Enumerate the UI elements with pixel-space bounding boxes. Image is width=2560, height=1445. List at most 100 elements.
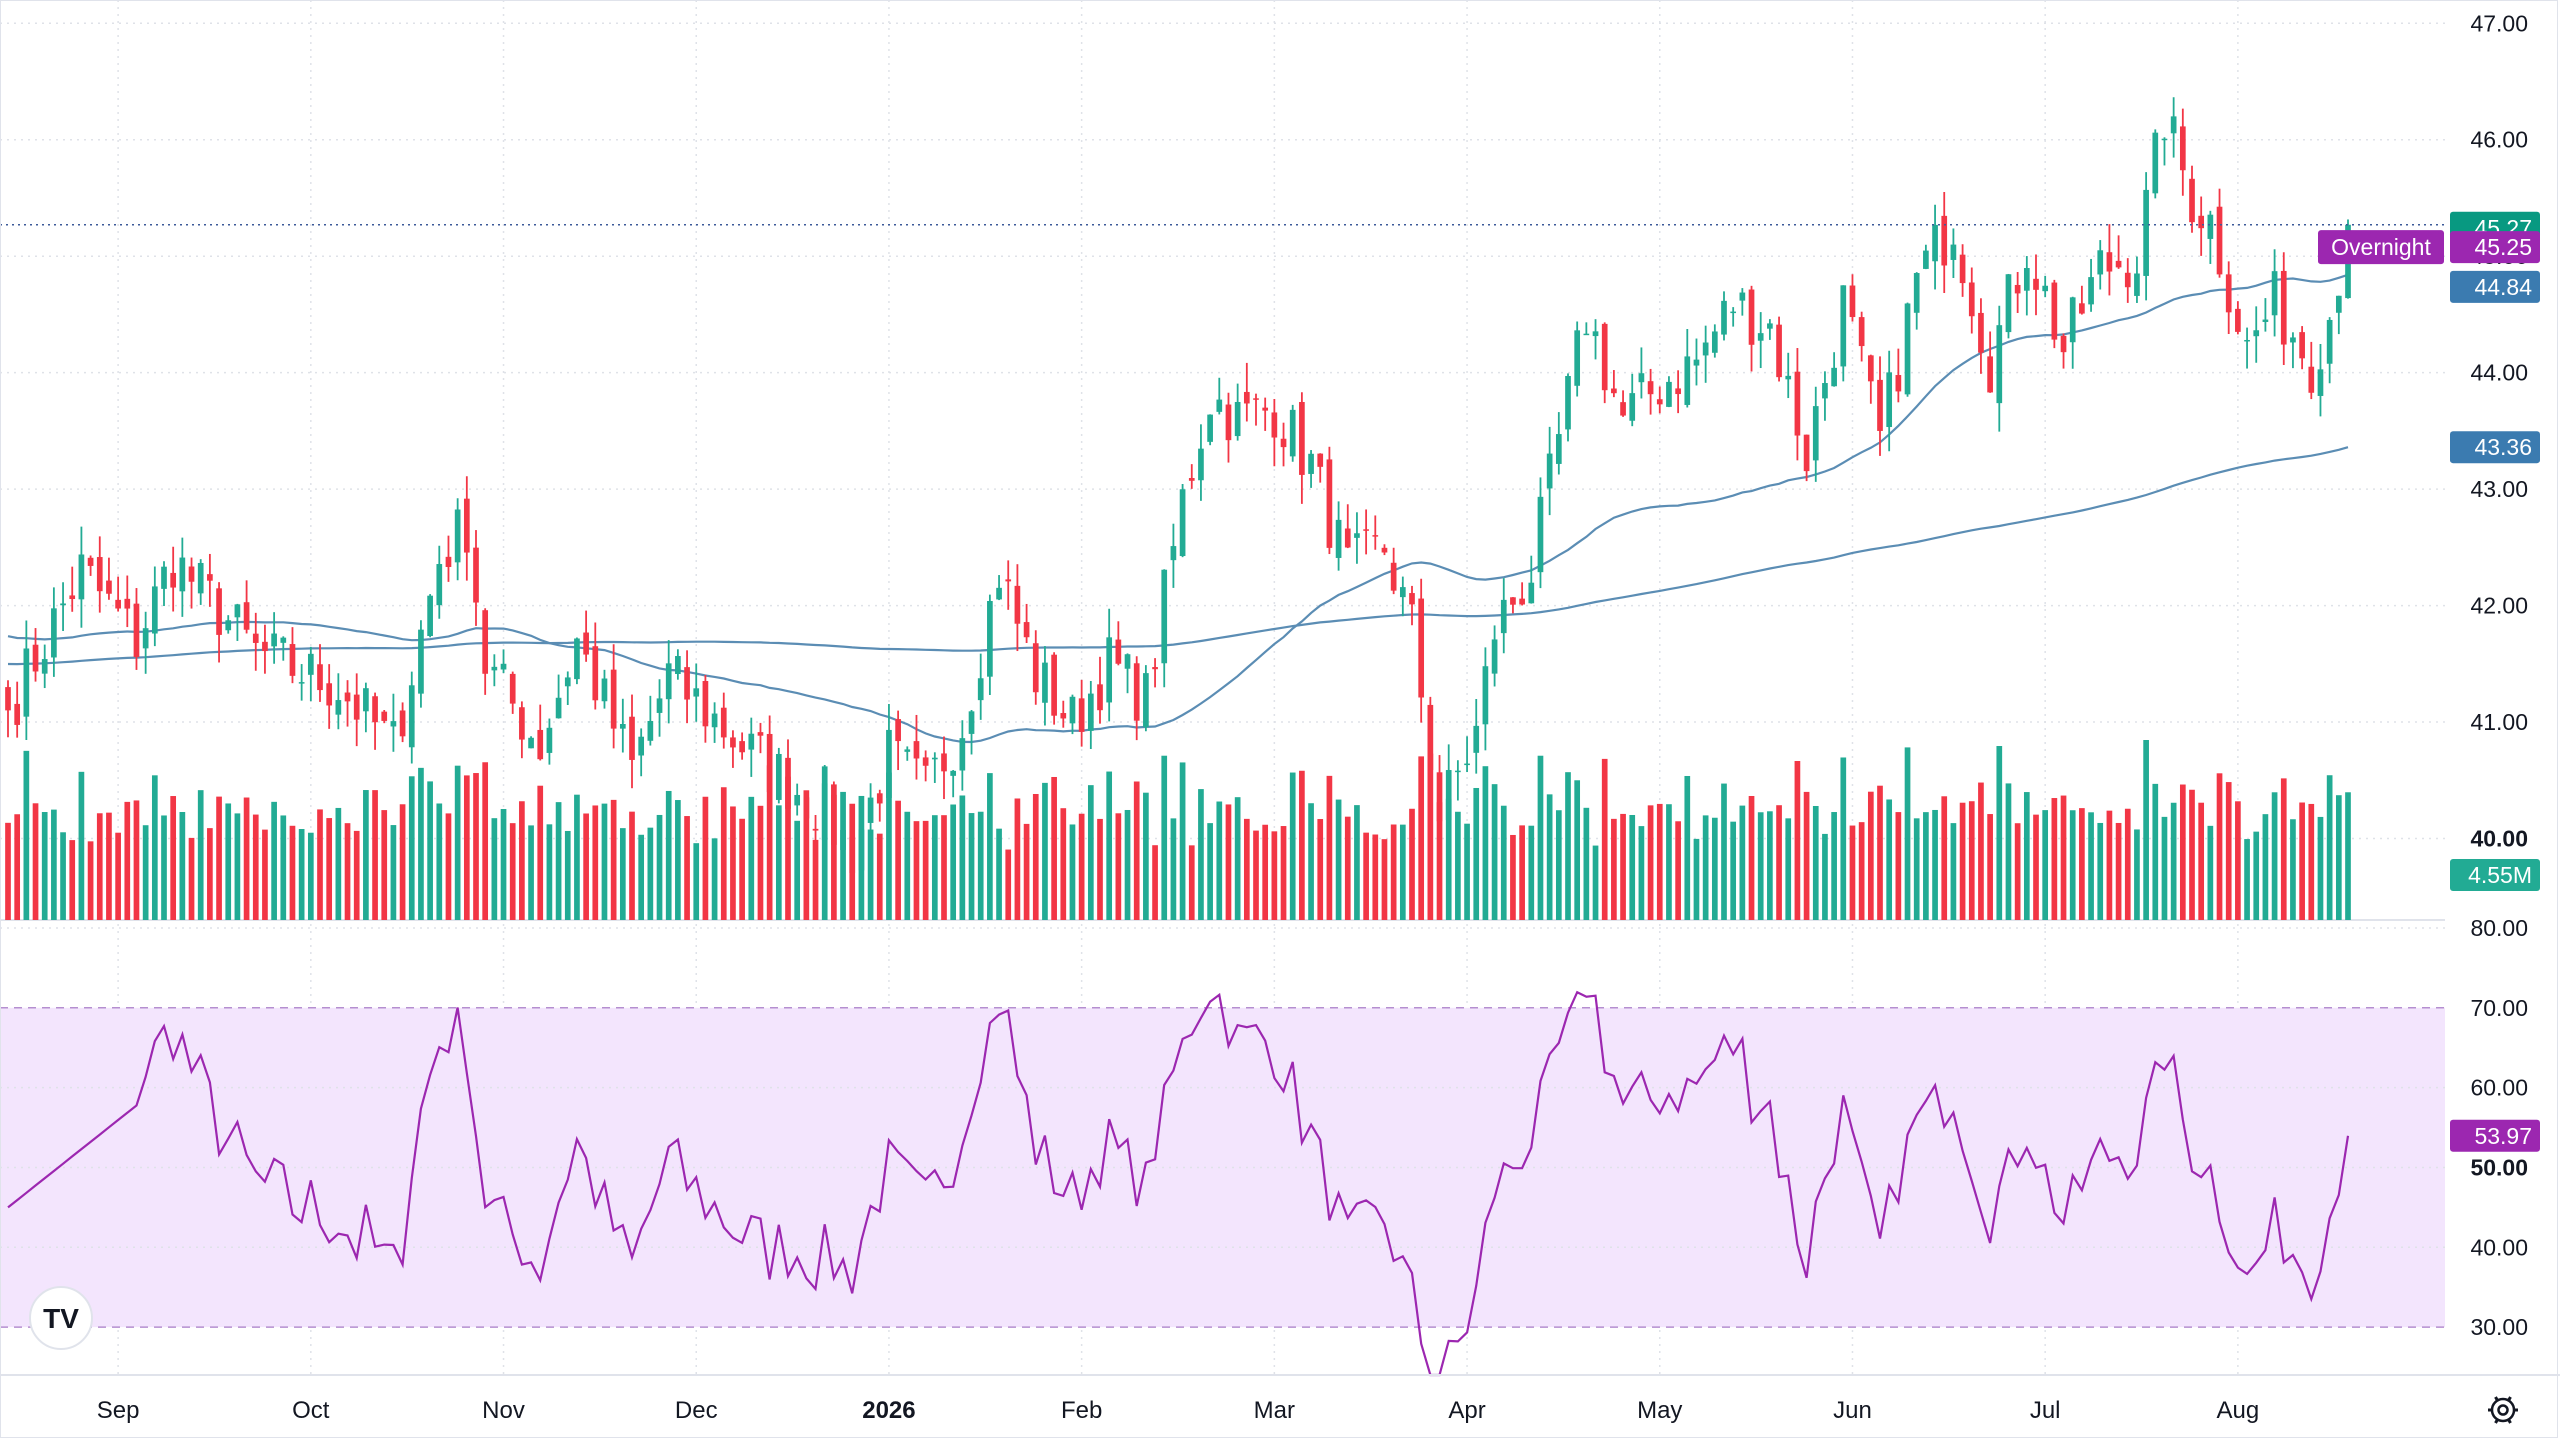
candle-body [1776, 324, 1782, 378]
candle-body [32, 644, 39, 672]
candle-body [977, 678, 984, 701]
candle [1032, 630, 1039, 705]
candle [583, 610, 589, 662]
candle-body [1574, 330, 1581, 386]
candle-body [151, 586, 158, 634]
candle-body [509, 673, 516, 704]
candle-body [1491, 639, 1498, 674]
candle-body [1923, 250, 1929, 269]
volume-bar [1959, 802, 1966, 920]
gear-icon[interactable] [2488, 1396, 2518, 1424]
candle [197, 559, 204, 605]
candle [1647, 368, 1654, 415]
candle [2262, 298, 2269, 332]
candle [702, 674, 709, 743]
volume-bar [977, 811, 984, 920]
candle [1418, 578, 1425, 723]
candle [2014, 271, 2021, 314]
volume-bar [1124, 809, 1131, 920]
candle-body [619, 724, 626, 729]
candle [895, 710, 901, 771]
candle [1069, 694, 1076, 735]
volume-bar [509, 823, 516, 920]
volume-bar [51, 809, 57, 920]
candle [1225, 392, 1232, 463]
candle-body [675, 656, 681, 674]
volume-bar [537, 785, 544, 920]
candle [1519, 582, 1525, 606]
candle [1721, 291, 1727, 341]
candle [1858, 311, 1865, 362]
candle [1666, 376, 1672, 408]
candle [207, 553, 213, 607]
candle-body [1996, 325, 2003, 404]
volume-bar [353, 830, 360, 920]
volume-bar [684, 816, 690, 920]
volume-bar [1904, 747, 1911, 920]
candle-body [363, 688, 369, 712]
volume-bar [2271, 792, 2278, 920]
volume-bar [1601, 758, 1608, 920]
volume-bar [1032, 793, 1039, 920]
volume-bar [2290, 819, 2296, 920]
volume-bar [886, 772, 892, 920]
time-tick-label: Oct [292, 1397, 330, 1424]
candle [1611, 370, 1617, 398]
candle-body [2005, 274, 2012, 333]
candle-body [142, 628, 149, 649]
candle [922, 750, 929, 782]
candle [473, 530, 479, 626]
candle [2216, 188, 2223, 278]
candle-body [482, 610, 489, 674]
volume-bar [876, 833, 883, 920]
candle [390, 693, 397, 752]
volume-bar [1427, 753, 1434, 920]
candle [5, 680, 11, 738]
volume-bar [904, 811, 911, 920]
volume-bar [96, 813, 103, 920]
volume-bar [2198, 802, 2205, 920]
candle [1436, 755, 1443, 834]
candle [2115, 235, 2122, 269]
candle [1565, 373, 1571, 442]
candle-body [665, 663, 672, 700]
candle-body [1455, 770, 1461, 773]
volume-bar [197, 790, 204, 920]
volume-bar [1739, 805, 1746, 920]
candle [1959, 244, 1966, 297]
candle [1739, 288, 1746, 316]
candle [1060, 700, 1067, 728]
candle-body [2033, 278, 2039, 290]
candle [656, 679, 663, 737]
candle [1179, 483, 1186, 558]
volume-bar [2253, 831, 2260, 920]
candle [225, 615, 232, 634]
volume-bar [225, 803, 232, 920]
candle-body [1198, 448, 1204, 481]
svg-text:44.84: 44.84 [2474, 274, 2532, 300]
candle-body [959, 738, 966, 771]
tradingview-logo-icon[interactable]: TV [29, 1286, 93, 1350]
candle [1097, 656, 1103, 724]
volume-bar [436, 803, 443, 920]
volume-bar [326, 818, 333, 920]
candle [950, 770, 957, 798]
candle [1473, 698, 1480, 774]
candle-body [1087, 693, 1094, 731]
candle-body [473, 547, 479, 603]
volume-bar [2235, 801, 2241, 920]
candle [271, 612, 277, 664]
candle-body [2014, 284, 2021, 294]
candle-body [2253, 330, 2260, 337]
candle [1014, 564, 1021, 652]
volume-badge: 4.55M [2450, 859, 2540, 891]
candle-body [519, 707, 525, 740]
candle-body [1886, 372, 1893, 428]
volume-bar [60, 832, 66, 920]
volume-bar [1776, 805, 1782, 920]
volume-bar [1519, 825, 1525, 920]
candle-body [1510, 597, 1516, 605]
volume-bar [408, 776, 415, 920]
